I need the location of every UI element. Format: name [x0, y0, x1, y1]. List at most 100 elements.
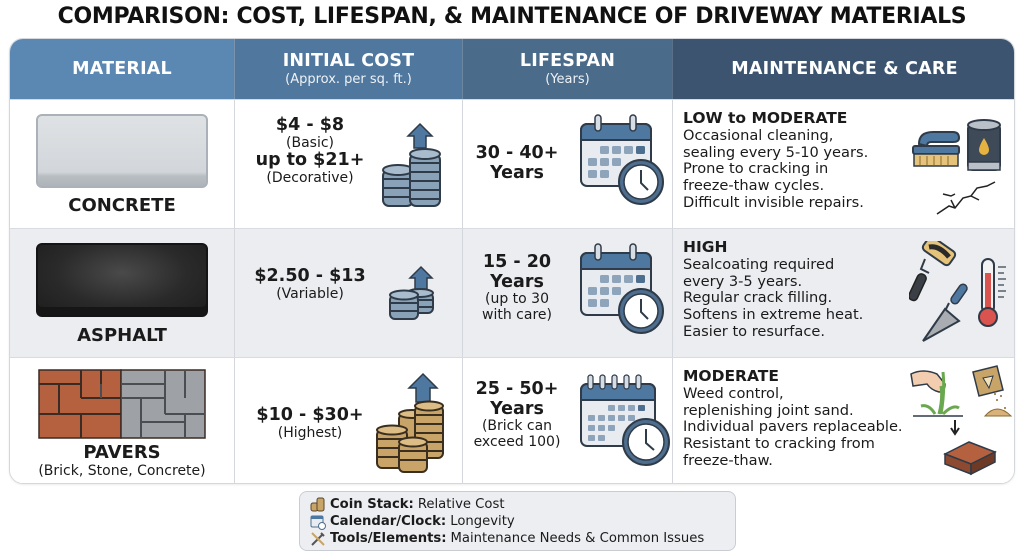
coin-stack-large-icon — [375, 372, 447, 480]
weed-pulling-hand-icon — [909, 364, 965, 424]
lifespan-note: (up to 30 — [485, 291, 549, 308]
trowel-icon — [919, 281, 975, 349]
maintenance-cell: LOW to MODERATE Occasional cleaning, sea… — [672, 100, 1014, 228]
lifespan-cell: 15 - 20 Years (up to 30 with care) — [462, 229, 672, 357]
maintenance-level: LOW to MODERATE — [683, 109, 848, 127]
header-material-label: MATERIAL — [72, 59, 172, 79]
maintenance-line: Prone to cracking in — [683, 160, 829, 178]
cost-range-alt: up to $21+ — [255, 150, 365, 171]
maintenance-line: every 3-5 years. — [683, 272, 803, 290]
thermometer-icon — [976, 257, 1010, 333]
header-cost-label: INITIAL COST — [282, 51, 415, 71]
cost-range: $10 - $30+ — [256, 405, 364, 425]
maintenance-line: Sealcoating required — [683, 255, 835, 273]
maintenance-text: MODERATE Weed control, replenishing join… — [683, 367, 913, 470]
lifespan-text: 30 - 40+ Years — [463, 143, 571, 183]
comparison-table: MATERIAL INITIAL COST (Approx. per sq. f… — [9, 38, 1015, 484]
maintenance-line: freeze-thaw cycles. — [683, 177, 825, 195]
cost-cell: $2.50 - $13 (Variable) — [234, 229, 462, 357]
coin-stack-icon — [310, 497, 325, 512]
maintenance-cell: HIGH Sealcoating required every 3-5 year… — [672, 229, 1014, 357]
header-initial-cost: INITIAL COST (Approx. per sq. ft.) — [234, 39, 462, 99]
cost-range: $4 - $8 — [275, 115, 345, 135]
lifespan-note-2: exceed 100) — [473, 433, 561, 450]
lifespan-unit: Years — [490, 398, 544, 419]
cost-range: $2.50 - $13 — [254, 266, 366, 286]
cost-text: $2.50 - $13 (Variable) — [235, 266, 385, 302]
lifespan-unit: Years — [490, 162, 544, 183]
cost-note: (Basic) — [286, 134, 334, 151]
coin-stack-small-icon — [387, 265, 437, 325]
material-name: CONCRETE — [68, 195, 176, 216]
paint-roller-icon — [908, 235, 959, 309]
maintenance-line: sealing every 5-10 years. — [683, 143, 869, 161]
material-name: ASPHALT — [77, 325, 167, 346]
lifespan-cell: 25 - 50+ Years (Brick can exceed 100) — [462, 358, 674, 483]
legend-desc: Maintenance Needs & Common Issues — [450, 531, 705, 546]
legend-desc: Relative Cost — [417, 497, 505, 512]
concrete-slab-image — [36, 114, 208, 188]
legend-label: Calendar/Clock: — [330, 514, 447, 529]
calendar-clock-icon — [310, 515, 326, 530]
material-cell: ASPHALT — [10, 229, 234, 357]
maintenance-level: MODERATE — [683, 367, 779, 385]
lifespan-range: 30 - 40+ — [475, 143, 559, 163]
material-name: PAVERS — [83, 442, 161, 463]
lifespan-range: 15 - 20 — [482, 252, 552, 272]
legend-item-calendar-clock: Calendar/Clock: Longevity — [310, 513, 725, 530]
header-maintenance-label: MAINTENANCE & CARE — [731, 59, 958, 79]
lifespan-text: 25 - 50+ Years (Brick can exceed 100) — [463, 379, 571, 451]
header-material: MATERIAL — [10, 39, 234, 99]
maintenance-line: Individual pavers replaceable. — [683, 418, 903, 436]
maintenance-cell: MODERATE Weed control, replenishing join… — [672, 358, 1014, 483]
maintenance-line: Softens in extreme heat. — [683, 306, 864, 324]
material-cell: PAVERS (Brick, Stone, Concrete) — [10, 358, 234, 483]
lifespan-text: 15 - 20 Years (up to 30 with care) — [463, 252, 571, 324]
lifespan-range: 25 - 50+ — [475, 379, 559, 399]
header-cost-sublabel: (Approx. per sq. ft.) — [285, 72, 412, 87]
legend: Coin Stack: Relative Cost Calendar/Clock… — [299, 491, 736, 551]
header-maintenance: MAINTENANCE & CARE — [672, 39, 1014, 99]
calendar-clock-icon — [578, 241, 670, 345]
calendar-clock-icon — [578, 372, 674, 476]
table-row-concrete: CONCRETE $4 - $8 (Basic) up to $21+ (Dec… — [10, 99, 1014, 228]
lifespan-cell: 30 - 40+ Years — [462, 100, 672, 228]
lifespan-note: (Brick can — [481, 418, 553, 435]
material-cell: CONCRETE — [10, 100, 234, 228]
scrub-brush-icon — [911, 128, 963, 172]
header-lifespan-sublabel: (Years) — [545, 72, 590, 87]
maintenance-line: replenishing joint sand. — [683, 401, 854, 419]
legend-label: Tools/Elements: — [330, 531, 447, 546]
cost-cell: $4 - $8 (Basic) up to $21+ (Decorative) — [234, 100, 462, 228]
maintenance-line: Weed control, — [683, 384, 784, 402]
maintenance-line: Easier to resurface. — [683, 322, 825, 340]
cost-note-alt: (Decorative) — [266, 169, 354, 186]
crack-icon — [935, 180, 997, 220]
header-lifespan-label: LIFESPAN — [519, 51, 616, 71]
maintenance-level: HIGH — [683, 238, 728, 256]
maintenance-text: HIGH Sealcoating required every 3-5 year… — [683, 238, 913, 341]
pavers-image — [37, 368, 207, 444]
legend-item-coin-stack: Coin Stack: Relative Cost — [310, 496, 725, 513]
cost-cell: $10 - $30+ (Highest) — [234, 358, 462, 483]
material-subtitle: (Brick, Stone, Concrete) — [38, 463, 206, 479]
maintenance-line: Regular crack filling. — [683, 289, 833, 307]
maintenance-line: freeze-thaw. — [683, 451, 773, 469]
legend-item-tools: Tools/Elements: Maintenance Needs & Comm… — [310, 530, 725, 547]
calendar-clock-icon — [578, 112, 670, 216]
paver-block-icon — [941, 418, 999, 480]
sand-bag-icon — [967, 364, 1013, 424]
tools-icon — [311, 531, 325, 546]
lifespan-unit: Years — [490, 271, 544, 292]
header-lifespan: LIFESPAN (Years) — [462, 39, 672, 99]
cost-note: (Highest) — [277, 424, 343, 441]
maintenance-line: Difficult invisible repairs. — [683, 193, 864, 211]
table-row-pavers: PAVERS (Brick, Stone, Concrete) $10 - $3… — [10, 357, 1014, 483]
maintenance-text: LOW to MODERATE Occasional cleaning, sea… — [683, 109, 913, 212]
cost-text: $4 - $8 (Basic) up to $21+ (Decorative) — [235, 115, 385, 187]
legend-label: Coin Stack: — [330, 497, 414, 512]
coin-stack-tall-icon — [380, 122, 446, 216]
lifespan-note-2: with care) — [482, 306, 552, 323]
page-title: COMPARISON: COST, LIFESPAN, & MAINTENANC… — [57, 4, 967, 29]
cost-note: (Variable) — [276, 285, 344, 302]
